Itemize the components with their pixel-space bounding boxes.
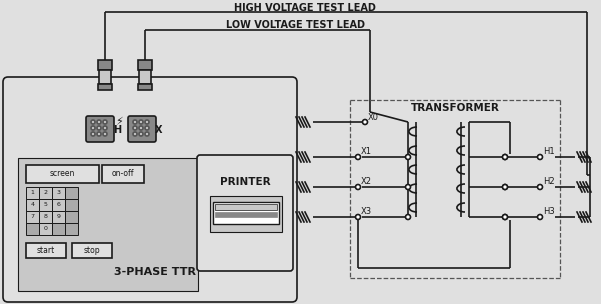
Text: 9: 9	[56, 215, 61, 219]
Bar	[52, 211, 65, 223]
Bar	[65, 211, 78, 223]
Bar	[26, 211, 39, 223]
Bar	[138, 60, 152, 70]
Bar	[139, 70, 151, 84]
Text: H: H	[113, 125, 121, 135]
Bar	[26, 243, 66, 258]
Circle shape	[103, 120, 107, 124]
Circle shape	[133, 120, 137, 124]
Text: 3-PHASE TTR: 3-PHASE TTR	[114, 267, 196, 277]
Text: 2: 2	[43, 191, 47, 195]
Circle shape	[97, 126, 101, 130]
Circle shape	[139, 120, 143, 124]
Text: 6: 6	[56, 202, 61, 208]
Bar	[99, 70, 111, 84]
Bar	[215, 204, 277, 210]
Bar	[52, 223, 65, 235]
Text: HIGH VOLTAGE TEST LEAD: HIGH VOLTAGE TEST LEAD	[234, 3, 376, 13]
Circle shape	[139, 126, 143, 130]
Circle shape	[356, 154, 361, 160]
Bar	[213, 202, 279, 224]
Bar	[52, 199, 65, 211]
Circle shape	[406, 154, 410, 160]
Circle shape	[502, 154, 507, 160]
Text: on-off: on-off	[112, 170, 134, 178]
Circle shape	[537, 185, 543, 189]
Text: X0: X0	[368, 112, 379, 122]
Bar	[18, 158, 198, 291]
Text: X: X	[155, 125, 162, 135]
Circle shape	[97, 132, 101, 136]
Bar	[52, 187, 65, 199]
Bar	[210, 196, 282, 232]
Bar	[65, 223, 78, 235]
Bar	[39, 223, 52, 235]
Circle shape	[502, 154, 507, 160]
Text: screen: screen	[49, 170, 75, 178]
Circle shape	[103, 132, 107, 136]
Circle shape	[133, 132, 137, 136]
Text: PRINTER: PRINTER	[220, 177, 270, 187]
Text: 7: 7	[31, 215, 34, 219]
Bar	[39, 199, 52, 211]
Text: X1: X1	[361, 147, 372, 157]
Circle shape	[91, 132, 95, 136]
Text: start: start	[37, 246, 55, 255]
FancyBboxPatch shape	[86, 116, 114, 142]
Circle shape	[145, 120, 149, 124]
FancyBboxPatch shape	[3, 77, 297, 302]
Bar	[102, 165, 144, 183]
Text: stop: stop	[84, 246, 100, 255]
Text: H3: H3	[543, 208, 555, 216]
Circle shape	[502, 185, 507, 189]
Bar	[26, 223, 39, 235]
Bar	[98, 60, 112, 70]
Circle shape	[502, 185, 507, 189]
Bar	[65, 187, 78, 199]
Text: 8: 8	[43, 215, 47, 219]
Circle shape	[145, 132, 149, 136]
Bar	[98, 84, 112, 90]
FancyBboxPatch shape	[128, 116, 156, 142]
Circle shape	[537, 215, 543, 219]
Text: H1: H1	[543, 147, 555, 157]
Circle shape	[133, 126, 137, 130]
Bar	[39, 211, 52, 223]
Text: X2: X2	[361, 178, 372, 186]
Bar	[39, 187, 52, 199]
Circle shape	[406, 215, 410, 219]
Circle shape	[145, 126, 149, 130]
Text: 5: 5	[43, 202, 47, 208]
FancyBboxPatch shape	[197, 155, 293, 271]
Text: H2: H2	[543, 178, 555, 186]
Text: 0: 0	[43, 226, 47, 232]
Circle shape	[356, 215, 361, 219]
Bar	[215, 212, 277, 217]
Circle shape	[537, 154, 543, 160]
Text: X3: X3	[361, 208, 372, 216]
Bar	[65, 199, 78, 211]
Circle shape	[103, 126, 107, 130]
Bar	[26, 187, 39, 199]
Circle shape	[356, 185, 361, 189]
Bar	[26, 199, 39, 211]
Circle shape	[91, 126, 95, 130]
Text: 3: 3	[56, 191, 61, 195]
Bar	[138, 84, 152, 90]
Text: LOW VOLTAGE TEST LEAD: LOW VOLTAGE TEST LEAD	[225, 20, 364, 30]
Text: TRANSFORMER: TRANSFORMER	[410, 103, 499, 113]
Bar	[26, 165, 99, 183]
Bar	[72, 243, 112, 258]
Circle shape	[502, 215, 507, 219]
Circle shape	[406, 185, 410, 189]
Text: ⚡: ⚡	[115, 117, 123, 127]
Circle shape	[502, 215, 507, 219]
Text: 4: 4	[31, 202, 34, 208]
Circle shape	[139, 132, 143, 136]
Text: 1: 1	[31, 191, 34, 195]
Circle shape	[362, 119, 367, 125]
Circle shape	[91, 120, 95, 124]
Circle shape	[97, 120, 101, 124]
